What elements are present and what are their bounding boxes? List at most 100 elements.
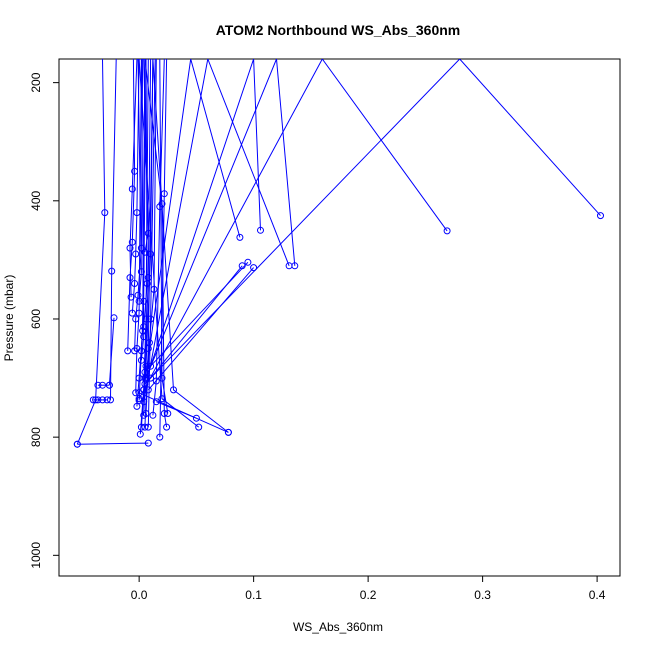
series-30 xyxy=(144,264,258,394)
data-point xyxy=(152,377,160,385)
series-1 xyxy=(73,59,109,448)
data-point xyxy=(144,423,152,431)
data-point xyxy=(108,267,116,275)
data-point xyxy=(137,268,145,276)
series-line xyxy=(143,59,241,390)
data-point xyxy=(144,229,152,237)
data-point xyxy=(170,386,177,394)
data-point xyxy=(124,347,132,355)
x-tick-label: 0.1 xyxy=(245,588,262,602)
data-point xyxy=(128,185,136,193)
data-point xyxy=(158,395,166,403)
data-point xyxy=(140,411,148,419)
data-point xyxy=(135,309,143,317)
series-7 xyxy=(126,59,138,301)
data-point xyxy=(137,423,145,431)
series-line xyxy=(144,59,168,428)
series-line xyxy=(145,59,296,379)
x-tick-label: 0.0 xyxy=(131,588,148,602)
series-line xyxy=(108,317,115,386)
x-tick-label: 0.4 xyxy=(589,588,606,602)
series-8 xyxy=(128,59,141,317)
series-line xyxy=(143,59,148,327)
series-line xyxy=(138,59,147,401)
series-line xyxy=(147,267,254,391)
data-point xyxy=(105,381,113,389)
y-axis: 200 400 600 800 1000 xyxy=(29,72,59,569)
y-tick-label: 1000 xyxy=(29,542,43,569)
data-point xyxy=(132,389,140,397)
series-5 xyxy=(105,314,118,389)
data-point xyxy=(133,402,141,410)
data-point xyxy=(145,339,153,347)
series-line xyxy=(140,59,145,361)
series-line xyxy=(144,261,249,373)
data-point xyxy=(131,347,139,355)
series-line xyxy=(152,59,165,416)
data-point xyxy=(128,238,136,246)
x-tick-label: 0.3 xyxy=(474,588,491,602)
data-point xyxy=(152,398,160,406)
data-point xyxy=(144,386,152,394)
series-34 xyxy=(135,59,451,403)
data-point xyxy=(131,280,139,287)
series-line xyxy=(152,59,229,433)
plot-frame xyxy=(58,58,621,577)
series-line xyxy=(147,59,156,428)
data-point xyxy=(140,333,148,341)
data-point xyxy=(195,423,203,431)
data-point xyxy=(73,440,81,448)
x-axis-label: WS_Abs_360nm xyxy=(293,620,383,634)
series-line xyxy=(150,59,261,367)
series-line xyxy=(131,59,140,314)
series-line xyxy=(77,442,149,445)
chart-title: ATOM2 Northbound WS_Abs_360nm xyxy=(216,22,461,38)
data-point xyxy=(94,396,102,404)
data-point xyxy=(236,233,244,241)
data-point xyxy=(126,274,134,282)
data-point xyxy=(250,264,258,272)
data-point xyxy=(141,423,149,431)
data-point xyxy=(132,250,140,258)
data-point xyxy=(144,439,152,447)
x-axis: 0.0 0.1 0.2 0.3 0.4 xyxy=(131,576,606,602)
series-line xyxy=(143,59,149,253)
series-layer xyxy=(73,59,604,448)
series-0 xyxy=(73,439,152,448)
data-point xyxy=(164,410,172,417)
series-25 xyxy=(152,59,232,436)
data-point xyxy=(99,396,106,404)
data-point xyxy=(443,227,451,235)
data-point xyxy=(291,262,299,270)
data-point xyxy=(103,396,111,404)
data-point xyxy=(89,396,97,404)
y-tick-label: 200 xyxy=(29,72,43,92)
data-point xyxy=(101,209,109,217)
data-point xyxy=(127,293,135,301)
data-point xyxy=(163,423,171,431)
series-line xyxy=(76,59,106,445)
series-line xyxy=(137,59,142,302)
series-19 xyxy=(149,59,165,419)
data-point xyxy=(137,347,145,355)
series-line xyxy=(144,59,154,428)
series-36 xyxy=(141,59,152,256)
data-point xyxy=(137,356,145,364)
data-point xyxy=(128,309,136,317)
y-tick-label: 800 xyxy=(29,427,43,447)
data-point xyxy=(94,381,102,389)
series-line xyxy=(110,59,117,400)
series-2 xyxy=(89,396,111,404)
y-tick-label: 400 xyxy=(29,190,43,210)
data-point xyxy=(143,280,151,287)
series-line xyxy=(127,59,136,351)
data-point xyxy=(147,374,155,382)
data-point xyxy=(99,381,106,389)
series-26 xyxy=(152,398,200,422)
series-line xyxy=(159,59,168,438)
series-37 xyxy=(135,59,145,305)
data-point xyxy=(107,396,114,404)
data-point xyxy=(224,428,232,436)
series-35 xyxy=(141,59,604,388)
